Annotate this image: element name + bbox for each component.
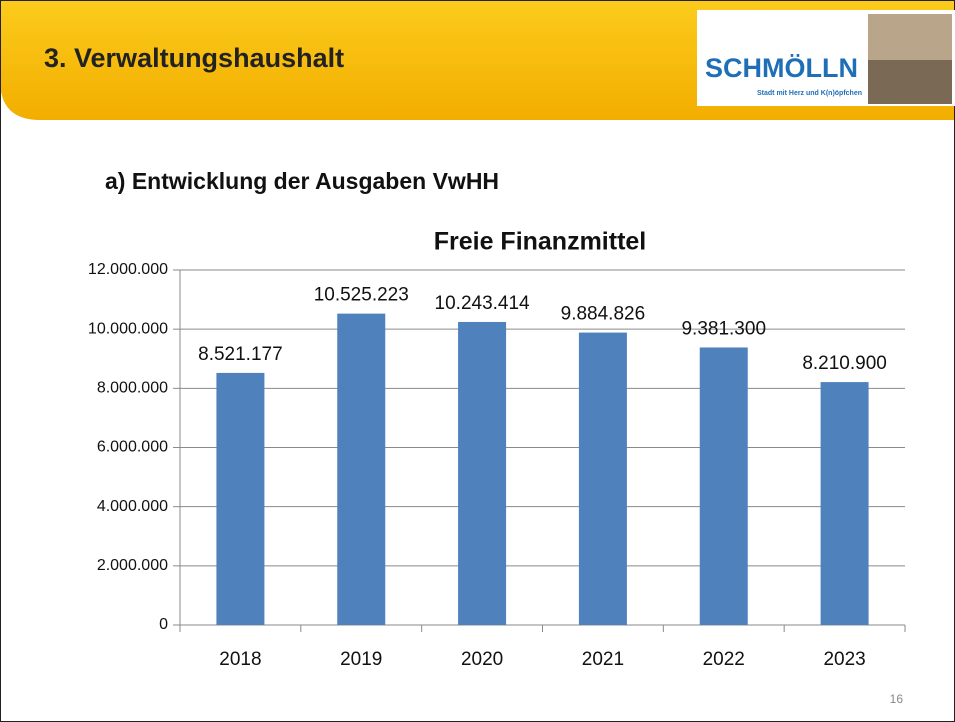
x-tick-label: 2022: [703, 649, 745, 670]
bar: [699, 347, 748, 625]
data-label: 9.884.826: [561, 304, 646, 325]
x-tick-label: 2019: [340, 649, 382, 670]
chart-title: Freie Finanzmittel: [434, 228, 647, 256]
y-tick-label: 12.000.000: [88, 261, 168, 278]
bar: [337, 313, 386, 625]
x-tick-label: 2021: [582, 649, 624, 670]
y-tick-label: 6.000.000: [97, 439, 168, 456]
y-tick-label: 2.000.000: [97, 557, 168, 574]
data-label: 8.521.177: [198, 344, 283, 365]
page-number: 16: [890, 692, 904, 706]
y-tick-label: 8.000.000: [97, 380, 168, 397]
logo-photo-ground: [868, 60, 952, 104]
logo-slogan: Stadt mit Herz und K(n)öpfchen: [757, 90, 862, 97]
y-tick-label: 0: [159, 616, 168, 633]
subtitle: a) Entwicklung der Ausgaben VwHH: [105, 168, 499, 194]
data-label: 9.381.300: [681, 318, 766, 339]
x-tick-label: 2018: [219, 649, 261, 670]
y-tick-label: 10.000.000: [88, 320, 168, 337]
logo-text: SCHMÖLLN: [705, 53, 858, 83]
chart: 0 2.000.000 4.000.000 6.000.000 8.000.000 10.…: [88, 261, 906, 670]
x-tick-label: 2020: [461, 649, 503, 670]
header-title: 3. Verwaltungshaushalt: [44, 43, 344, 73]
bar: [216, 372, 265, 625]
data-label: 10.525.223: [314, 285, 409, 306]
bar: [578, 332, 627, 625]
bar: [458, 321, 507, 625]
data-label: 8.210.900: [802, 353, 887, 374]
y-tick-label: 4.000.000: [97, 498, 168, 515]
x-tick-label: 2023: [823, 649, 865, 670]
bar: [820, 382, 869, 625]
data-label: 10.243.414: [435, 293, 531, 314]
